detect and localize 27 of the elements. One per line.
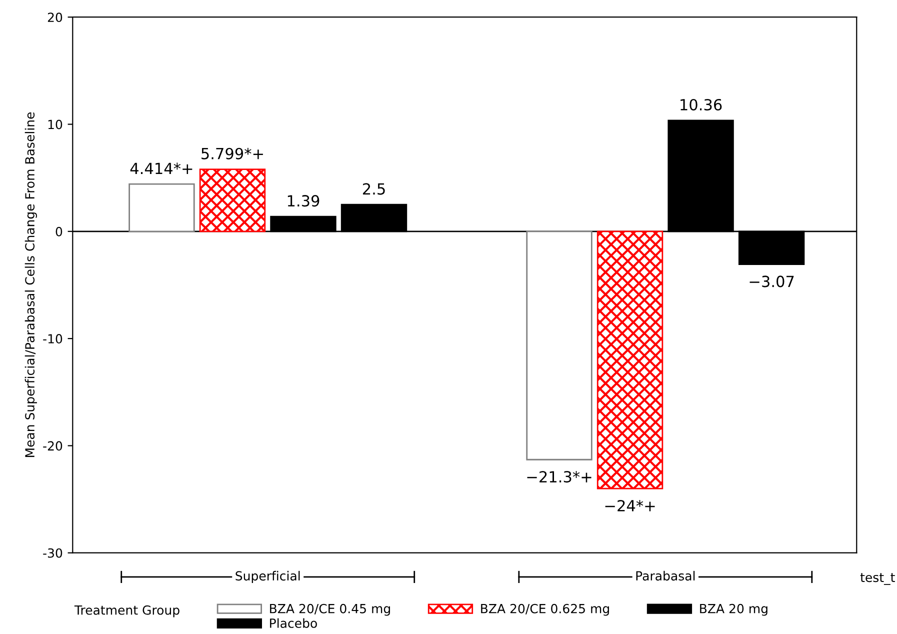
y-tick-label: 0 <box>56 226 62 236</box>
legend-label: BZA 20 mg <box>700 604 768 616</box>
data-label: −3.07 <box>750 276 794 288</box>
text: test_t <box>860 573 895 585</box>
data-label: 1.39 <box>288 195 320 207</box>
bar <box>128 183 195 232</box>
data-label: −21.3*+ <box>527 471 592 483</box>
legend-label: Placebo <box>270 618 317 628</box>
x-tick-label: Superficial <box>236 570 300 584</box>
y-tick-label: -20 <box>43 441 62 451</box>
data-label: 2.5 <box>362 183 385 195</box>
data-label: 5.799*+ <box>202 148 263 160</box>
y-tick-label: -30 <box>43 548 62 558</box>
data-label: 4.414*+ <box>130 162 192 174</box>
bar <box>596 230 664 490</box>
y-tick-label: 10 <box>48 120 62 130</box>
x-tick-label: Parabasal <box>636 570 695 581</box>
y-axis-title: Mean Superficial/Parabasal Cells Change From Baseline <box>24 112 37 457</box>
data-label: −24*+ <box>605 500 655 512</box>
y-tick-label: -10 <box>43 334 62 344</box>
legend-label: BZA 20/CE 0.45 mg <box>270 604 390 616</box>
y-tick-label: 20 <box>48 12 62 22</box>
bar <box>199 168 266 232</box>
legend-label: BZA 20/CE 0.625 mg <box>481 604 609 616</box>
bar <box>526 230 592 460</box>
data-label: 10.36 <box>680 98 722 110</box>
legend-title: Treatment Group <box>74 605 180 618</box>
